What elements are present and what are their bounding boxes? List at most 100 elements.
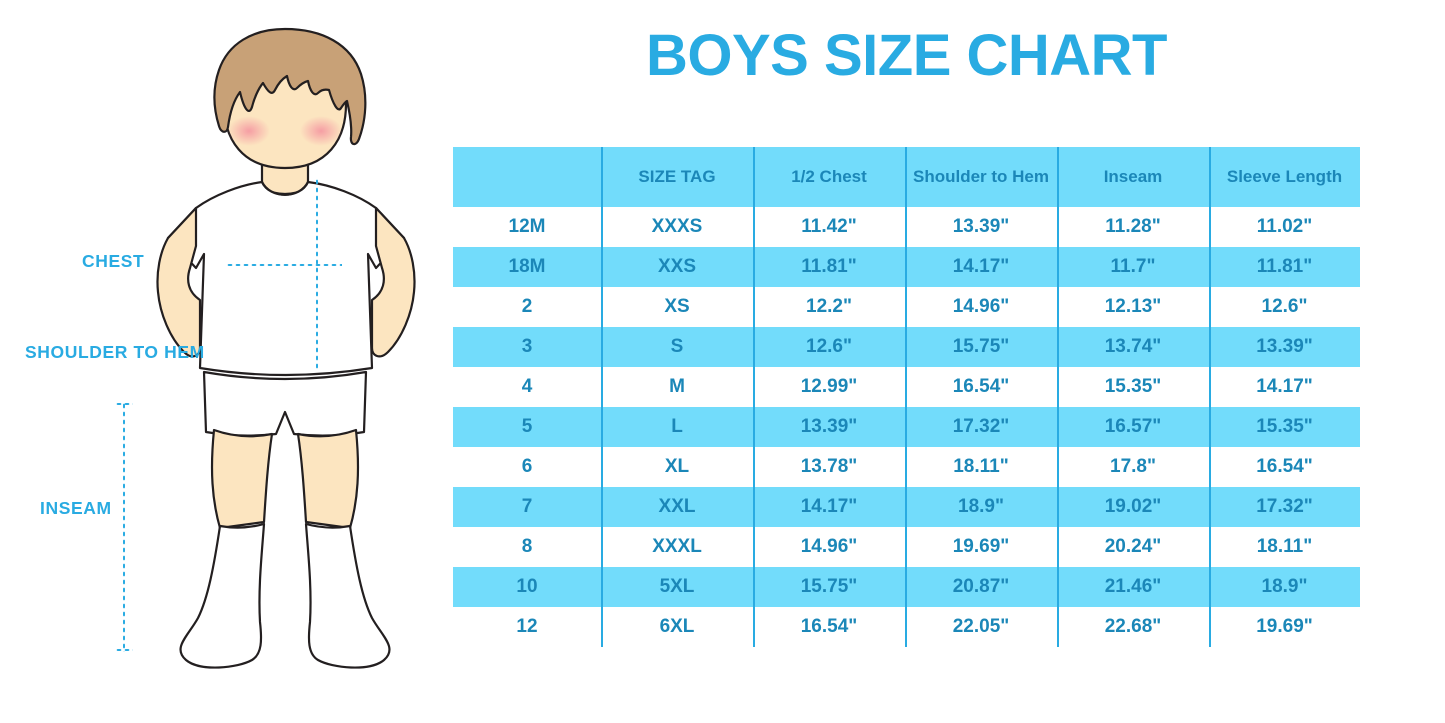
cell-inseam: 15.35" bbox=[1057, 367, 1209, 407]
shoulder-to-hem-guide-line bbox=[315, 178, 319, 371]
cell-shoulder-to-hem: 14.17" bbox=[905, 247, 1057, 287]
cell-half-chest: 12.99" bbox=[753, 367, 905, 407]
table-row: 5 L 13.39" 17.32" 16.57" 15.35" bbox=[453, 407, 1360, 447]
column-header-sleeve-length: Sleeve Length bbox=[1209, 147, 1360, 207]
cell-inseam: 21.46" bbox=[1057, 567, 1209, 607]
table-row: 8 XXXL 14.96" 19.69" 20.24" 18.11" bbox=[453, 527, 1360, 567]
cell-half-chest: 12.6" bbox=[753, 327, 905, 367]
cell-shoulder-to-hem: 15.75" bbox=[905, 327, 1057, 367]
boy-illustration: CHEST SHOULDER TO HEM INSEAM bbox=[0, 0, 450, 723]
cell-sleeve-length: 11.81" bbox=[1209, 247, 1360, 287]
cell-size-tag: S bbox=[601, 327, 753, 367]
table-row: 3 S 12.6" 15.75" 13.74" 13.39" bbox=[453, 327, 1360, 367]
cell-inseam: 19.02" bbox=[1057, 487, 1209, 527]
cell-size-tag: XXS bbox=[601, 247, 753, 287]
inseam-guide-line bbox=[122, 402, 126, 652]
column-header-age bbox=[453, 147, 601, 207]
cell-size-tag: XXL bbox=[601, 487, 753, 527]
cell-age: 4 bbox=[453, 367, 601, 407]
cell-half-chest: 13.39" bbox=[753, 407, 905, 447]
cell-sleeve-length: 14.17" bbox=[1209, 367, 1360, 407]
table-row: 12M XXXS 11.42" 13.39" 11.28" 11.02" bbox=[453, 207, 1360, 247]
cell-inseam: 12.13" bbox=[1057, 287, 1209, 327]
cell-shoulder-to-hem: 22.05" bbox=[905, 607, 1057, 647]
cell-age: 2 bbox=[453, 287, 601, 327]
boot-left bbox=[179, 522, 266, 669]
cell-size-tag: XXXL bbox=[601, 527, 753, 567]
thigh-left bbox=[210, 428, 274, 530]
column-header-shoulder-to-hem: Shoulder to Hem bbox=[905, 147, 1057, 207]
cell-age: 12M bbox=[453, 207, 601, 247]
cell-age: 5 bbox=[453, 407, 601, 447]
cell-shoulder-to-hem: 18.11" bbox=[905, 447, 1057, 487]
cell-inseam: 13.74" bbox=[1057, 327, 1209, 367]
table-row: 12 6XL 16.54" 22.05" 22.68" 19.69" bbox=[453, 607, 1360, 647]
measurement-label-chest: CHEST bbox=[82, 251, 145, 271]
table-row: 4 M 12.99" 16.54" 15.35" 14.17" bbox=[453, 367, 1360, 407]
chest-guide-line bbox=[226, 263, 342, 267]
collar-line bbox=[260, 180, 310, 196]
column-header-inseam: Inseam bbox=[1057, 147, 1209, 207]
boy-figure-svg bbox=[156, 27, 416, 669]
cell-half-chest: 11.42" bbox=[753, 207, 905, 247]
cell-inseam: 20.24" bbox=[1057, 527, 1209, 567]
cheek-left bbox=[228, 116, 270, 146]
cell-age: 12 bbox=[453, 607, 601, 647]
measurement-label-shoulder-to-hem: SHOULDER TO HEM bbox=[25, 342, 205, 362]
table-header-row: SIZE TAG 1/2 Chest Shoulder to Hem Insea… bbox=[453, 147, 1360, 207]
size-chart-table: SIZE TAG 1/2 Chest Shoulder to Hem Insea… bbox=[453, 147, 1360, 647]
table-row: 2 XS 12.2" 14.96" 12.13" 12.6" bbox=[453, 287, 1360, 327]
cell-sleeve-length: 19.69" bbox=[1209, 607, 1360, 647]
cell-size-tag: XL bbox=[601, 447, 753, 487]
table-row: 10 5XL 15.75" 20.87" 21.46" 18.9" bbox=[453, 567, 1360, 607]
cell-size-tag: M bbox=[601, 367, 753, 407]
cell-sleeve-length: 17.32" bbox=[1209, 487, 1360, 527]
cell-inseam: 16.57" bbox=[1057, 407, 1209, 447]
cell-size-tag: XXXS bbox=[601, 207, 753, 247]
cell-sleeve-length: 18.11" bbox=[1209, 527, 1360, 567]
cell-half-chest: 14.96" bbox=[753, 527, 905, 567]
cell-sleeve-length: 13.39" bbox=[1209, 327, 1360, 367]
cell-shoulder-to-hem: 20.87" bbox=[905, 567, 1057, 607]
cell-size-tag: L bbox=[601, 407, 753, 447]
cell-sleeve-length: 12.6" bbox=[1209, 287, 1360, 327]
table-row: 7 XXL 14.17" 18.9" 19.02" 17.32" bbox=[453, 487, 1360, 527]
cell-shoulder-to-hem: 17.32" bbox=[905, 407, 1057, 447]
boot-right bbox=[304, 522, 391, 669]
cell-shoulder-to-hem: 16.54" bbox=[905, 367, 1057, 407]
cell-size-tag: 5XL bbox=[601, 567, 753, 607]
cell-sleeve-length: 16.54" bbox=[1209, 447, 1360, 487]
cell-shoulder-to-hem: 13.39" bbox=[905, 207, 1057, 247]
cell-inseam: 22.68" bbox=[1057, 607, 1209, 647]
arm-right bbox=[370, 206, 416, 358]
cell-size-tag: XS bbox=[601, 287, 753, 327]
cell-inseam: 11.28" bbox=[1057, 207, 1209, 247]
cell-half-chest: 13.78" bbox=[753, 447, 905, 487]
column-header-half-chest: 1/2 Chest bbox=[753, 147, 905, 207]
cell-shoulder-to-hem: 14.96" bbox=[905, 287, 1057, 327]
cell-age: 8 bbox=[453, 527, 601, 567]
cell-half-chest: 15.75" bbox=[753, 567, 905, 607]
shorts-shape bbox=[202, 370, 368, 437]
cell-half-chest: 16.54" bbox=[753, 607, 905, 647]
measurement-label-inseam: INSEAM bbox=[40, 498, 112, 518]
inseam-guide-cap-top bbox=[115, 402, 133, 406]
thigh-right bbox=[296, 428, 360, 530]
cell-sleeve-length: 18.9" bbox=[1209, 567, 1360, 607]
cell-sleeve-length: 11.02" bbox=[1209, 207, 1360, 247]
hair-shape bbox=[213, 27, 367, 146]
arm-left bbox=[156, 206, 202, 358]
cell-size-tag: 6XL bbox=[601, 607, 753, 647]
table-row: 18M XXS 11.81" 14.17" 11.7" 11.81" bbox=[453, 247, 1360, 287]
cell-age: 3 bbox=[453, 327, 601, 367]
cheek-right bbox=[300, 116, 342, 146]
cell-half-chest: 14.17" bbox=[753, 487, 905, 527]
cell-half-chest: 11.81" bbox=[753, 247, 905, 287]
cell-age: 6 bbox=[453, 447, 601, 487]
cell-shoulder-to-hem: 18.9" bbox=[905, 487, 1057, 527]
cell-inseam: 17.8" bbox=[1057, 447, 1209, 487]
cell-inseam: 11.7" bbox=[1057, 247, 1209, 287]
cell-age: 18M bbox=[453, 247, 601, 287]
cell-half-chest: 12.2" bbox=[753, 287, 905, 327]
table-row: 6 XL 13.78" 18.11" 17.8" 16.54" bbox=[453, 447, 1360, 487]
